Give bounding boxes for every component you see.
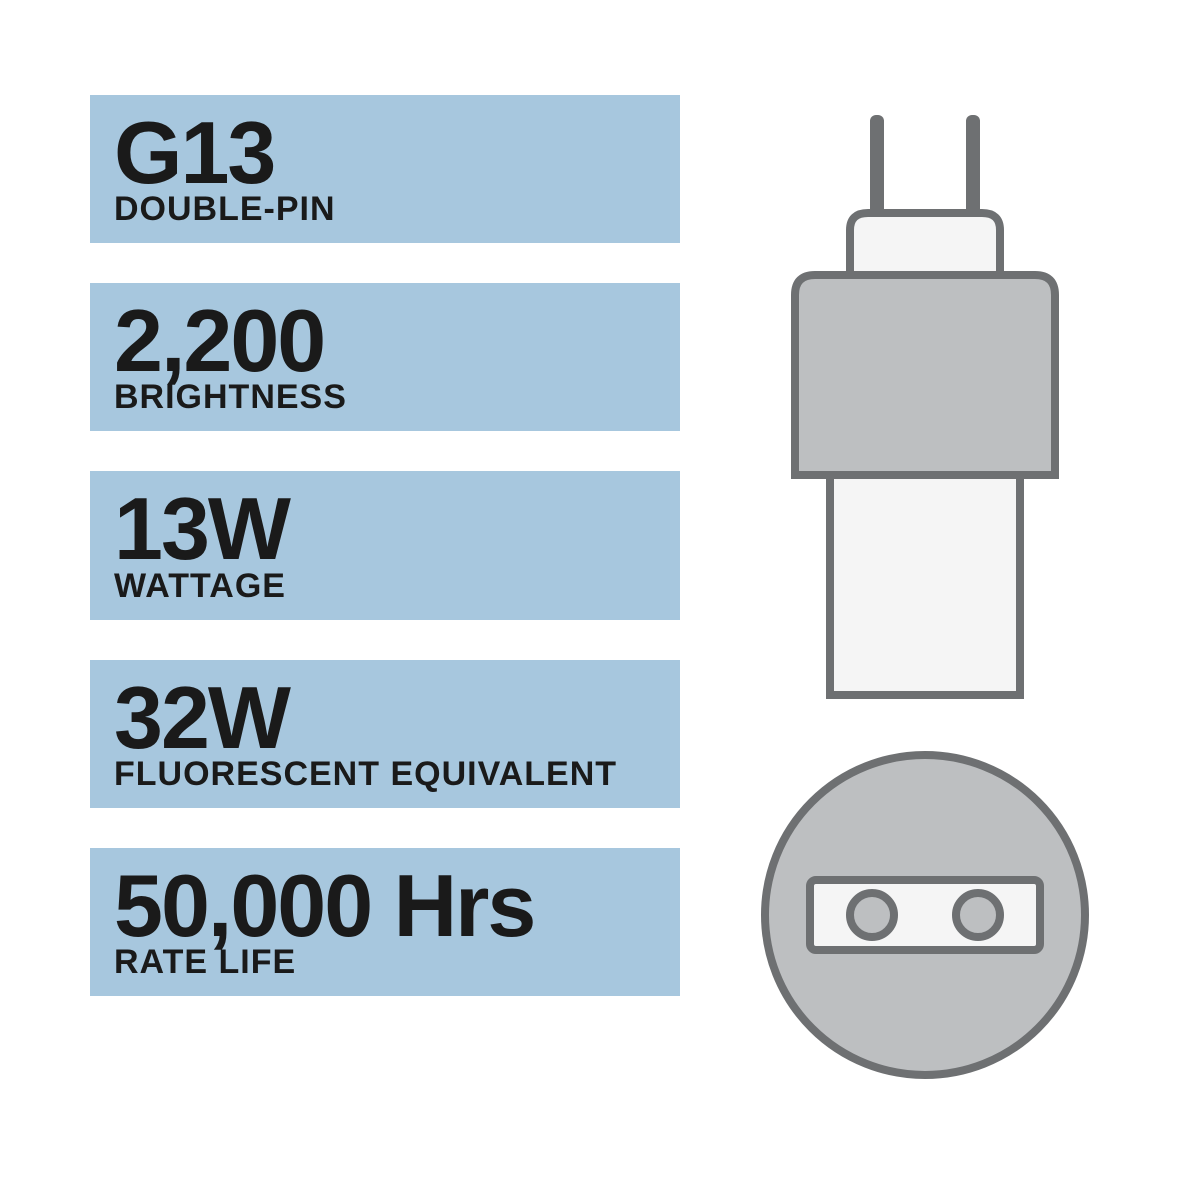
- bulb-diagram: [740, 95, 1110, 1105]
- spec-value: 13W: [114, 489, 656, 568]
- spec-value: 2,200: [114, 301, 656, 380]
- spec-box: 2,200 BRIGHTNESS: [90, 283, 680, 431]
- spec-box: 50,000 Hrs RATE LIFE: [90, 848, 680, 996]
- spec-box: G13 DOUBLE-PIN: [90, 95, 680, 243]
- g13-bulb-icon: [740, 95, 1110, 1105]
- spec-value: 32W: [114, 678, 656, 757]
- spec-box: 13W WATTAGE: [90, 471, 680, 619]
- spec-value: G13: [114, 113, 656, 192]
- spec-list: G13 DOUBLE-PIN 2,200 BRIGHTNESS 13W WATT…: [90, 95, 680, 996]
- spec-label: DOUBLE-PIN: [114, 190, 656, 229]
- spec-value: 50,000 Hrs: [114, 866, 656, 945]
- spec-label: FLUORESCENT EQUIVALENT: [114, 755, 656, 794]
- spec-label: BRIGHTNESS: [114, 378, 656, 417]
- spec-label: WATTAGE: [114, 567, 656, 606]
- spec-box: 32W FLUORESCENT EQUIVALENT: [90, 660, 680, 808]
